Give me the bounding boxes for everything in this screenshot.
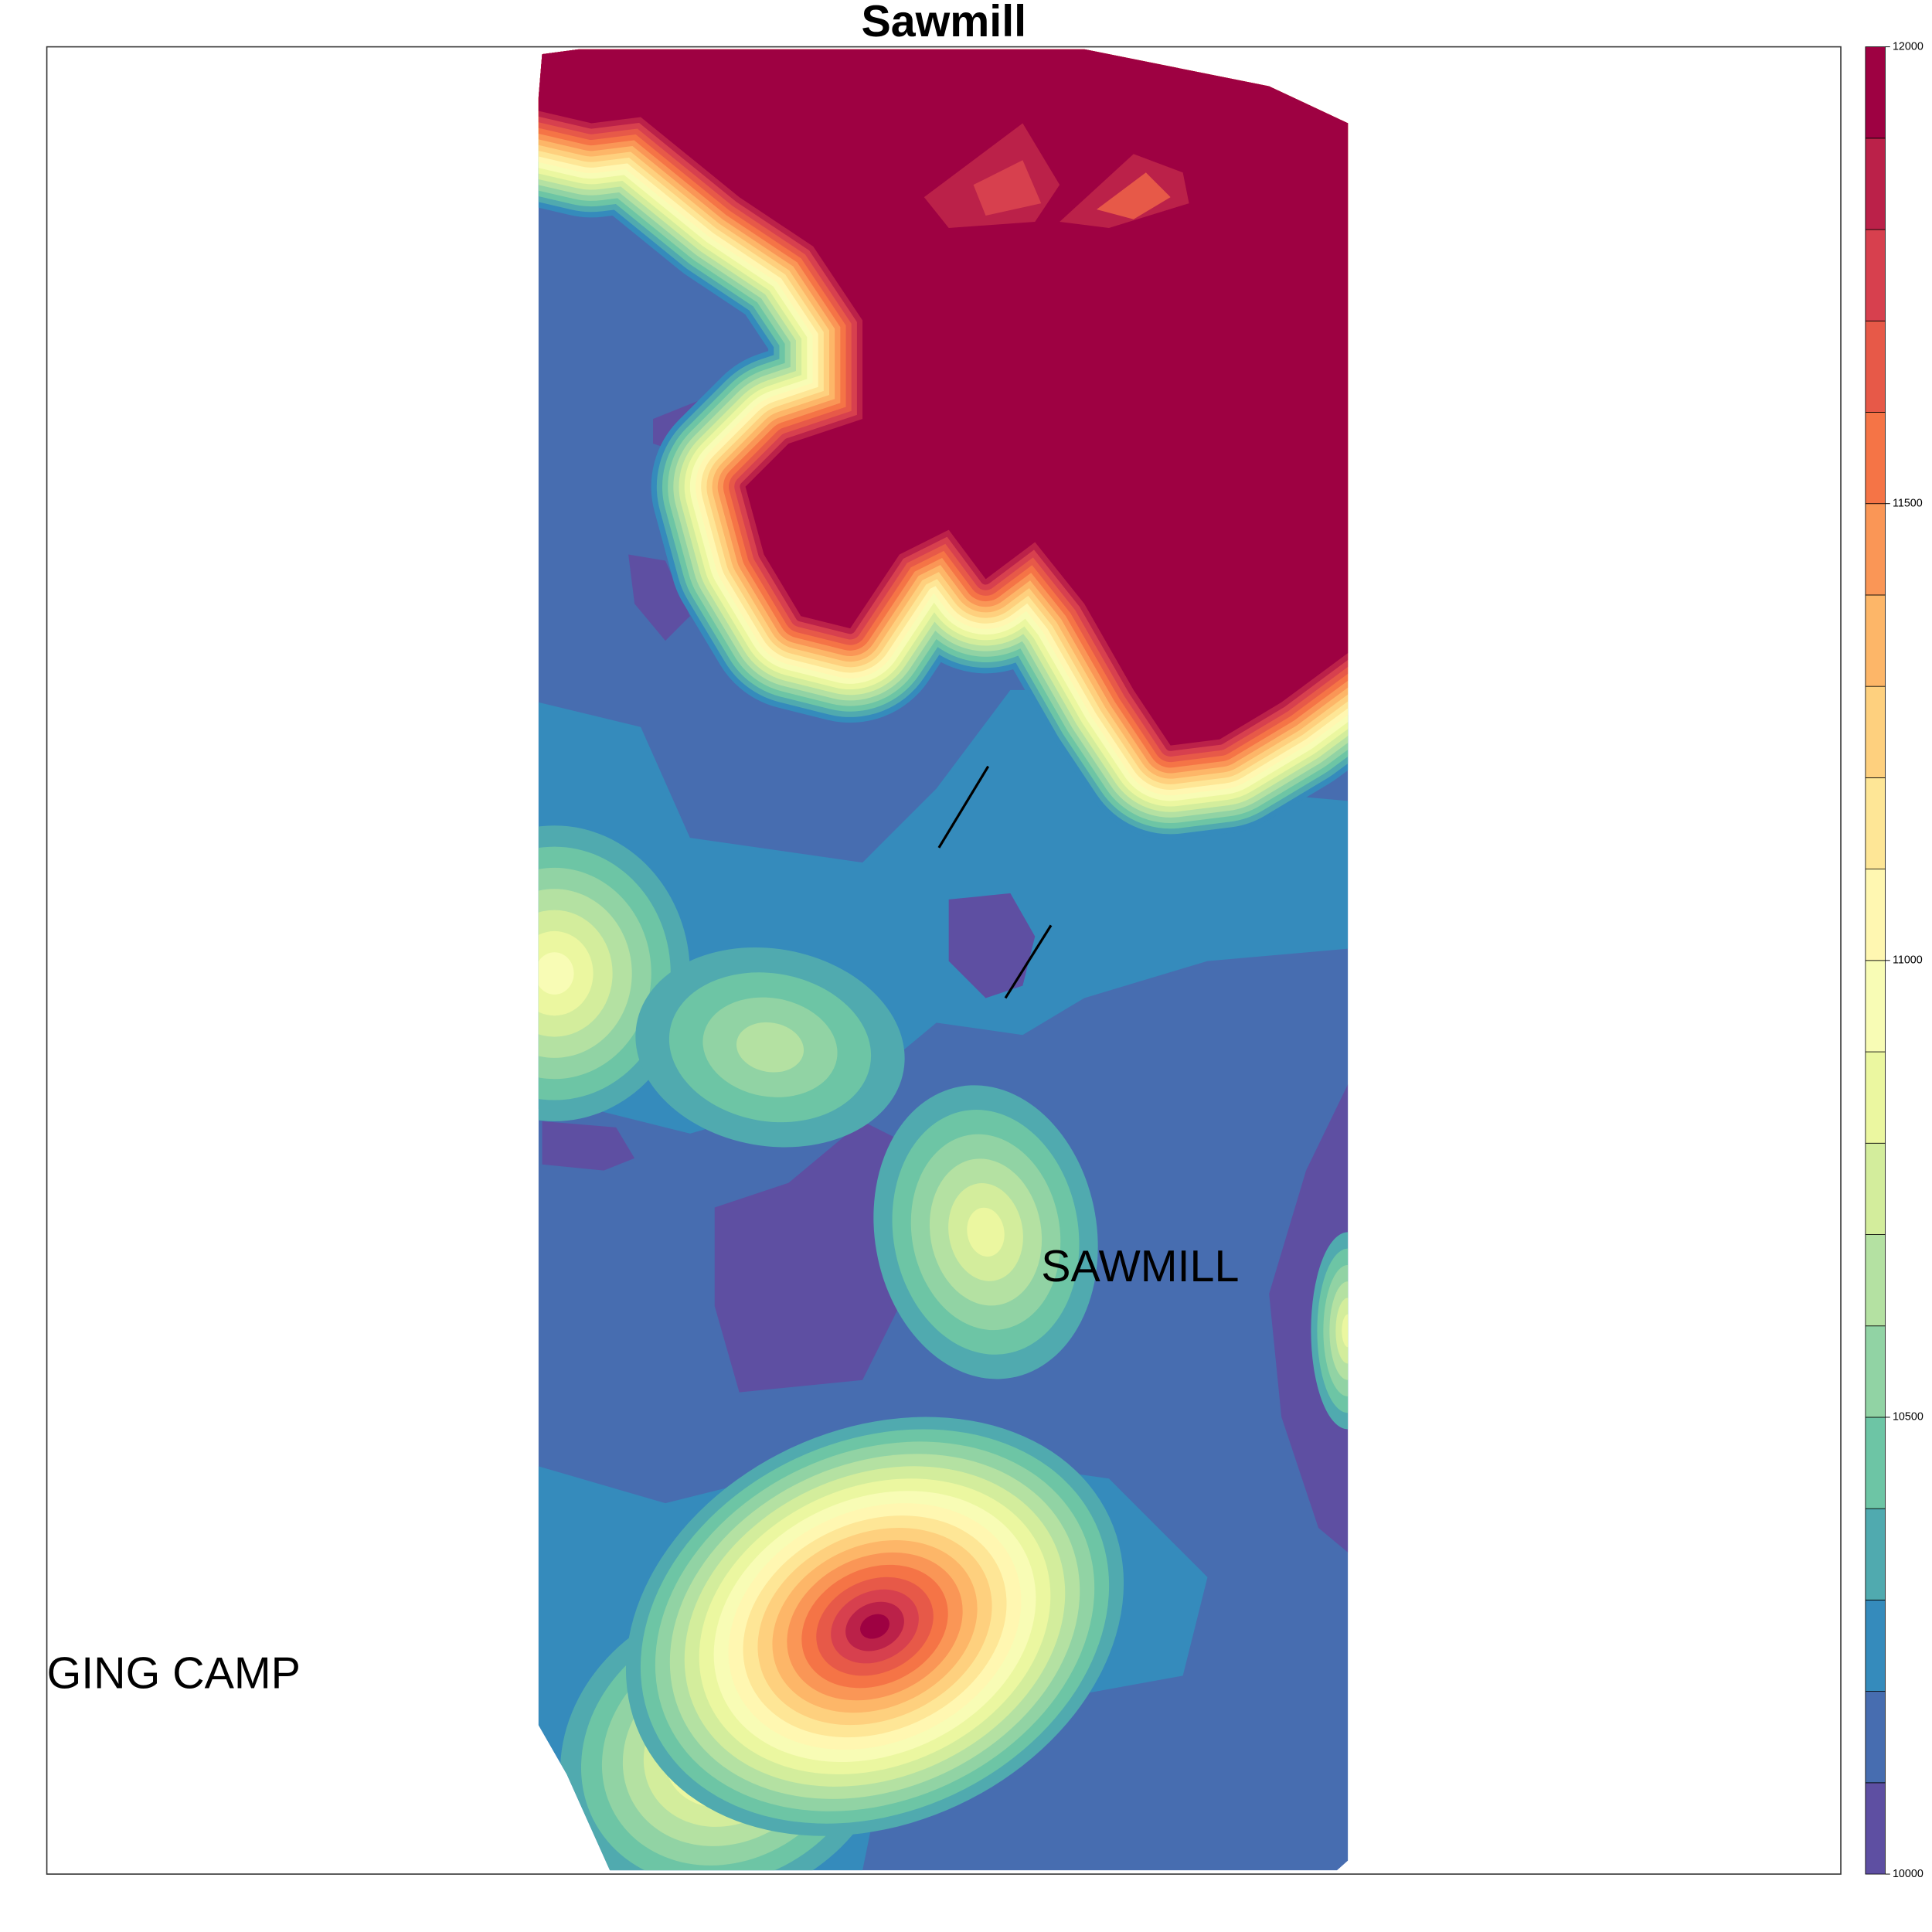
colorbar-tick-label: 11500 xyxy=(1893,497,1923,509)
colorbar-band xyxy=(1865,1234,1886,1327)
contour-band xyxy=(628,554,690,641)
contour-band xyxy=(1342,1314,1349,1348)
colorbar-band xyxy=(1865,777,1886,870)
colorbar-band xyxy=(1865,503,1886,596)
contour-band xyxy=(538,952,574,995)
place-label: GING CAMP xyxy=(47,1648,301,1698)
colorbar-tick-label: 11000 xyxy=(1893,954,1923,967)
place-label: SAWMILL xyxy=(1041,1242,1239,1291)
colorbar-band xyxy=(1865,1142,1886,1235)
contour-band xyxy=(967,1207,1005,1257)
colorbar-band xyxy=(1865,320,1886,413)
colorbar-band xyxy=(1865,869,1886,961)
contour-band xyxy=(1335,1298,1349,1364)
chart-title: Sawmill xyxy=(861,0,1026,46)
colorbar-band xyxy=(1865,1599,1886,1692)
colorbar-band xyxy=(1865,1417,1886,1509)
colorbar-band xyxy=(1865,1691,1886,1784)
colorbar-band xyxy=(1865,1325,1886,1418)
contour-band xyxy=(1269,1084,1349,1553)
plot-frame xyxy=(46,46,1842,1875)
colorbar-band xyxy=(1865,412,1886,505)
colorbar-band xyxy=(1865,1051,1886,1144)
colorbar-tick-label: 10000 xyxy=(1893,1868,1923,1880)
contour-band xyxy=(1097,172,1171,219)
colorbar-band xyxy=(1865,960,1886,1053)
colorbar-band xyxy=(1865,229,1886,321)
colorbar-band xyxy=(1865,685,1886,778)
colorbar-band xyxy=(1865,138,1886,230)
contour-band xyxy=(714,1121,912,1393)
colorbar-band xyxy=(1865,594,1886,687)
colorbar-band xyxy=(1865,1508,1886,1600)
colorbar-tick-label: 10500 xyxy=(1893,1411,1923,1423)
contour-area xyxy=(538,49,1349,1871)
colorbar-band xyxy=(1865,46,1886,139)
contour-band xyxy=(860,1614,889,1639)
contour-field xyxy=(538,49,1349,1871)
contour-band xyxy=(542,1121,635,1171)
colorbar-band xyxy=(1865,1782,1886,1875)
contour-band xyxy=(538,49,1349,746)
contour-band xyxy=(948,893,1036,998)
contour-band xyxy=(736,1022,804,1073)
colorbar: 10000 10500 11000 11500 12000 xyxy=(1865,40,1923,1880)
colorbar-tick-label: 12000 xyxy=(1893,40,1923,53)
fault-line xyxy=(937,765,990,849)
contour-band xyxy=(1329,1281,1349,1380)
contour-band xyxy=(973,160,1042,216)
fault-line xyxy=(1004,924,1053,999)
